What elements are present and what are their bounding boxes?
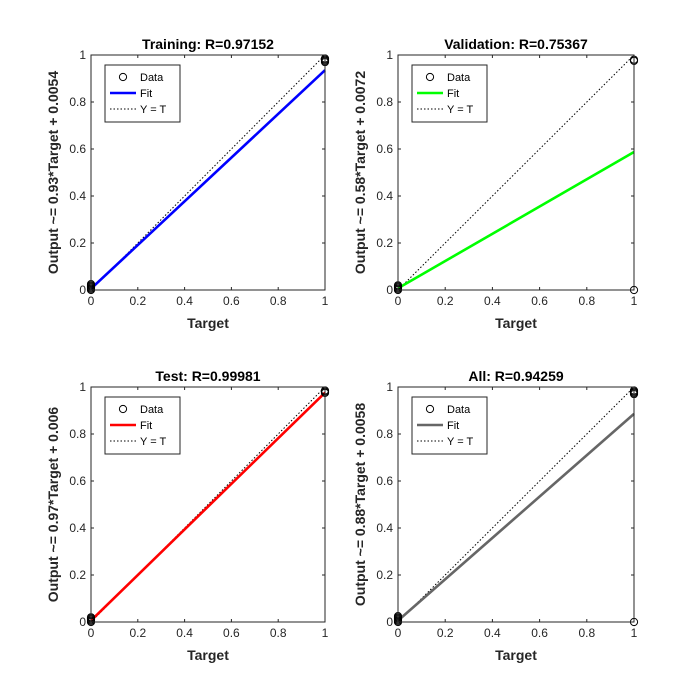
chart-title: Test: R=0.99981 [155, 368, 260, 384]
x-tick-label: 1 [631, 626, 638, 640]
y-axis-label: Output ~= 0.97*Target + 0.006 [45, 407, 61, 603]
axes-box [397, 386, 635, 623]
chart-title: All: R=0.94259 [468, 368, 564, 384]
x-tick-label: 0.6 [531, 626, 548, 640]
x-tick-label: 0.2 [129, 294, 146, 308]
fit-line [397, 412, 635, 622]
x-tick-label: 0 [88, 294, 95, 308]
identity-line [90, 386, 326, 623]
fit-line [90, 69, 326, 290]
x-axis-label: Target [187, 647, 229, 663]
legend-label-fit: Fit [140, 420, 152, 432]
legend-label-data: Data [140, 72, 164, 84]
x-tick-label: 1 [631, 294, 638, 308]
identity-line [90, 54, 326, 291]
x-tick-label: 0 [88, 626, 95, 640]
y-tick-label: 1 [386, 48, 393, 62]
x-tick-label: 0 [395, 626, 402, 640]
legend-data-marker [425, 72, 435, 82]
x-tick-label: 1 [322, 294, 329, 308]
subplot-1: 00 0.2 0.2 0.4 0.4 0.6 0.6 0.8 0.8 1 1 Validation: … [352, 36, 639, 331]
legend-label-identity: Y = T [447, 436, 473, 448]
legend: Data Fit Y = T [104, 396, 181, 455]
y-tick-label: 0.2 [376, 236, 393, 250]
x-axis-label: Target [187, 315, 229, 331]
x-tick-label: 0.4 [176, 294, 193, 308]
x-tick-label: 0.2 [437, 294, 454, 308]
x-tick-label: 0.8 [578, 626, 595, 640]
legend: Data Fit Y = T [411, 64, 488, 123]
y-tick-label: 0.4 [376, 521, 393, 535]
legend-data-marker [425, 404, 435, 414]
y-axis-label: Output ~= 0.58*Target + 0.0072 [352, 71, 368, 274]
legend-label-fit: Fit [140, 88, 152, 100]
x-tick-label: 0 [395, 294, 402, 308]
x-tick-label: 0.6 [531, 294, 548, 308]
y-tick-label: 0.4 [69, 521, 86, 535]
fit-line [397, 150, 635, 290]
chart-title: Training: R=0.97152 [142, 36, 274, 52]
x-tick-label: 0.6 [223, 294, 240, 308]
legend-label-fit: Fit [447, 420, 459, 432]
y-axis-label: Output ~= 0.88*Target + 0.0058 [352, 403, 368, 606]
x-axis-label: Target [495, 647, 537, 663]
x-tick-label: 0.8 [578, 294, 595, 308]
y-tick-label: 0.2 [69, 236, 86, 250]
legend: Data Fit Y = T [104, 64, 181, 123]
axes-box [90, 386, 326, 623]
y-tick-label: 0.6 [376, 474, 393, 488]
axes-box [90, 54, 326, 291]
legend-data-marker [118, 404, 128, 414]
identity-line [397, 386, 635, 623]
x-tick-label: 0.8 [270, 626, 287, 640]
x-tick-label: 0.8 [270, 294, 287, 308]
axes-box [397, 54, 635, 291]
y-tick-label: 0.8 [69, 427, 86, 441]
legend-label-data: Data [140, 404, 164, 416]
y-tick-label: 0.6 [376, 142, 393, 156]
fit-line [90, 391, 326, 622]
x-tick-label: 0.2 [437, 626, 454, 640]
x-tick-label: 0.6 [223, 626, 240, 640]
y-tick-label: 0 [79, 615, 86, 629]
legend-label-identity: Y = T [447, 104, 473, 116]
y-tick-label: 1 [79, 380, 86, 394]
subplot-3: 00 0.2 0.2 0.4 0.4 0.6 0.6 0.8 0.8 1 1 All: R=0.942… [352, 368, 639, 663]
subplot-2: 00 0.2 0.2 0.4 0.4 0.6 0.6 0.8 0.8 1 1 Test: R=0.99… [45, 368, 330, 663]
x-tick-label: 0.2 [129, 626, 146, 640]
legend-label-fit: Fit [447, 88, 459, 100]
y-tick-label: 1 [386, 380, 393, 394]
y-tick-label: 1 [79, 48, 86, 62]
y-tick-label: 0 [386, 283, 393, 297]
y-tick-label: 0.6 [69, 142, 86, 156]
y-tick-label: 0.8 [376, 427, 393, 441]
legend: Data Fit Y = T [411, 396, 488, 455]
y-tick-label: 0 [386, 615, 393, 629]
legend-data-marker [118, 72, 128, 82]
x-tick-label: 0.4 [484, 626, 501, 640]
x-axis-label: Target [495, 315, 537, 331]
x-tick-label: 0.4 [484, 294, 501, 308]
legend-label-data: Data [447, 72, 471, 84]
y-tick-label: 0.8 [376, 95, 393, 109]
y-tick-label: 0.4 [376, 189, 393, 203]
x-tick-label: 0.4 [176, 626, 193, 640]
y-tick-label: 0.8 [69, 95, 86, 109]
y-tick-label: 0.2 [376, 568, 393, 582]
x-tick-label: 1 [322, 626, 329, 640]
y-axis-label: Output ~= 0.93*Target + 0.0054 [45, 71, 61, 274]
legend-label-data: Data [447, 404, 471, 416]
subplot-0: 00 0.2 0.2 0.4 0.4 0.6 0.6 0.8 0.8 1 1 Training: R=… [45, 36, 330, 331]
legend-label-identity: Y = T [140, 104, 166, 116]
y-tick-label: 0.4 [69, 189, 86, 203]
y-tick-label: 0.2 [69, 568, 86, 582]
legend-label-identity: Y = T [140, 436, 166, 448]
y-tick-label: 0 [79, 283, 86, 297]
chart-title: Validation: R=0.75367 [444, 36, 588, 52]
identity-line [397, 54, 635, 291]
y-tick-label: 0.6 [69, 474, 86, 488]
